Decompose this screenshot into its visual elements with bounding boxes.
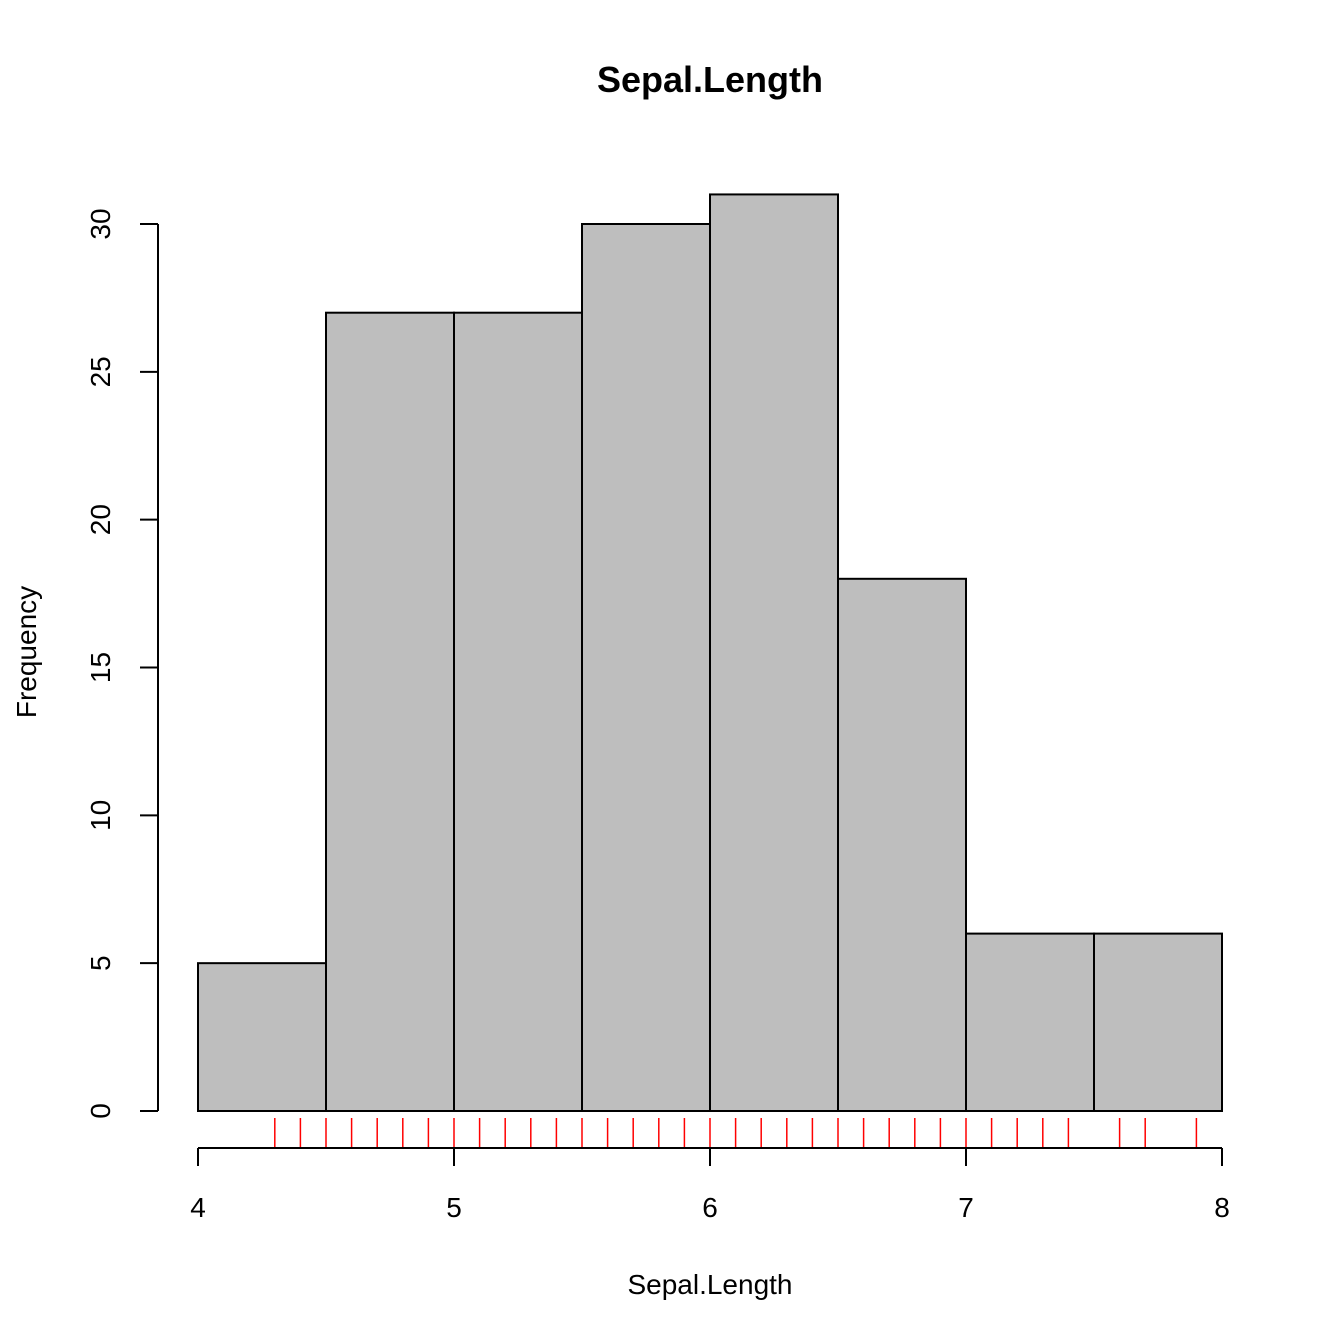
y-axis: 0 5 10 15 20 25 30	[85, 208, 159, 1119]
y-tick-label-0: 0	[85, 1103, 116, 1119]
histogram-bar-0	[197, 962, 327, 1113]
x-axis: 4 5 6 7 8	[190, 1147, 1230, 1223]
x-tick-label-4: 8	[1214, 1192, 1230, 1223]
chart-title: Sepal.Length	[597, 59, 823, 100]
y-axis-label: Frequency	[11, 586, 42, 718]
rug-group	[274, 1118, 1198, 1148]
histogram-bar-1	[325, 311, 455, 1112]
bars-group	[197, 193, 1223, 1113]
histogram-bar-2	[453, 311, 583, 1112]
y-tick-label-6: 30	[85, 208, 116, 239]
y-tick-label-4: 20	[85, 504, 116, 535]
y-tick-label-2: 10	[85, 800, 116, 831]
x-tick-label-2: 6	[702, 1192, 718, 1223]
histogram-bar-3	[581, 223, 711, 1112]
histogram-bar-7	[1093, 932, 1223, 1112]
y-tick-label-1: 5	[85, 955, 116, 971]
histogram-bar-5	[837, 577, 967, 1112]
histogram-bar-4	[709, 193, 839, 1112]
x-axis-label: Sepal.Length	[627, 1269, 792, 1300]
x-tick-label-0: 4	[190, 1192, 206, 1223]
y-tick-label-3: 15	[85, 652, 116, 683]
x-tick-label-3: 7	[958, 1192, 974, 1223]
histogram-bar-6	[965, 932, 1095, 1112]
x-tick-label-1: 5	[446, 1192, 462, 1223]
y-tick-label-5: 25	[85, 356, 116, 387]
